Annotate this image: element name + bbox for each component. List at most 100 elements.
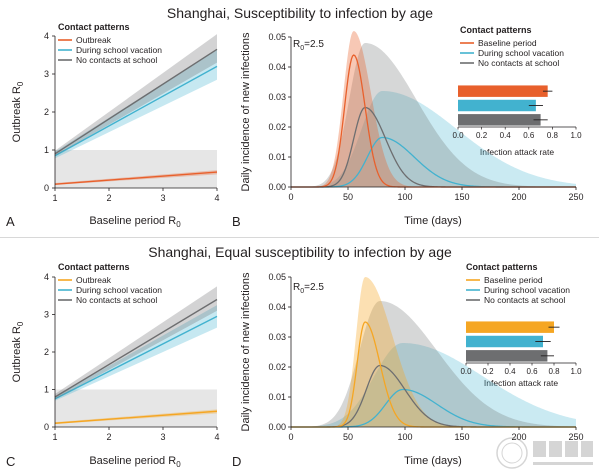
panel-letter-c: C: [6, 454, 15, 469]
y-tick-label: 0.03: [268, 332, 286, 342]
legend-label: Baseline period: [484, 275, 543, 285]
y-tick-label: 0: [44, 422, 49, 432]
legend-title: Contact patterns: [58, 22, 130, 32]
y-tick-label: 0.01: [268, 152, 286, 162]
x-tick-label: 0: [288, 192, 293, 202]
r0-value: =2.5: [304, 39, 324, 50]
ci-band-during-school-vacation: [291, 343, 576, 427]
series-line-during-school-vacation: [54, 65, 218, 157]
r0-symbol: R: [293, 39, 300, 50]
legend-label: No contacts at school: [76, 55, 157, 65]
series-line-outbreak: [54, 171, 218, 185]
y-tick-label: 0.02: [268, 362, 286, 372]
x-tick-label: 200: [511, 432, 526, 442]
inset-x-tick-label: 0.0: [452, 131, 464, 140]
row-divider: [0, 237, 599, 238]
panel-letter-d: D: [232, 454, 241, 469]
inset-x-tick-label: 0.0: [460, 367, 472, 376]
ci-band-no-contacts-at-school: [291, 43, 576, 187]
legend-label: No contacts at school: [76, 295, 157, 305]
x-tick-label: 3: [160, 432, 165, 442]
inset-bar-baseline-period: [466, 321, 554, 333]
xlabel-text: Baseline period R: [89, 455, 176, 467]
inset-x-tick-label: 0.4: [500, 131, 512, 140]
inset-x-tick-label: 0.4: [504, 367, 516, 376]
inset-bar-during-school-vacation: [466, 335, 543, 348]
inset-x-tick-label: 0.6: [526, 367, 538, 376]
ylabel-text: Outbreak R: [11, 326, 23, 382]
y-tick-label: 4: [44, 31, 49, 41]
x-tick-label: 100: [397, 192, 412, 202]
y-tick-label: 0.05: [268, 272, 286, 282]
ci-band-during-school-vacation: [291, 91, 576, 187]
legend-label: Outbreak: [76, 35, 112, 45]
y-tick-label: 0.04: [268, 62, 286, 72]
x-tick-label: 1: [52, 432, 57, 442]
ci-band-during-school-vacation: [55, 49, 217, 159]
plot-panel-b: 0 50 100 150 200 2500.000.010.020.030.040.050…: [268, 31, 584, 202]
inset-x-tick-label: 0.2: [476, 131, 488, 140]
xlabel-text: Baseline period R: [89, 215, 176, 227]
inset-bar-baseline-period: [458, 85, 548, 97]
xlabel-panel-b: Time (days): [404, 215, 462, 227]
legend-label: During school vacation: [76, 285, 162, 295]
ci-band-no-contacts-at-school: [55, 286, 217, 400]
university-seal-icon: [496, 437, 593, 469]
y-tick-label: 3: [44, 310, 49, 320]
xlabel-subscript: 0: [176, 460, 181, 469]
legend-label: Outbreak: [76, 275, 112, 285]
r0-annotation-b: R0=2.5: [293, 39, 324, 52]
inset-x-tick-label: 1.0: [570, 131, 582, 140]
xlabel-subscript: 0: [176, 220, 181, 229]
ci-band-no-contacts-at-school: [55, 34, 217, 156]
r0-annotation-d: R0=2.5: [293, 282, 324, 295]
x-tick-label: 4: [214, 193, 219, 203]
x-tick-label: 200: [511, 192, 526, 202]
series-line-outbreak: [54, 410, 218, 424]
ylabel-text: Outbreak R: [11, 86, 23, 142]
ci-band-baseline-period: [291, 31, 576, 187]
inset-bar-no-contacts-at-school: [458, 114, 541, 126]
x-tick-label: 100: [397, 432, 412, 442]
ci-band-no-contacts-at-school: [291, 301, 576, 427]
inset-xlabel-b: Infection attack rate: [480, 147, 554, 157]
y-tick-label: 0.02: [268, 122, 286, 132]
x-tick-label: 3: [160, 193, 165, 203]
inset-x-tick-label: 0.8: [547, 131, 559, 140]
legend-title: Contact patterns: [460, 25, 532, 35]
legend-label: No contacts at school: [478, 58, 559, 68]
x-tick-label: 2: [106, 432, 111, 442]
y-tick-label: 0: [44, 183, 49, 193]
x-tick-label: 50: [343, 432, 353, 442]
panel-letter-a: A: [6, 214, 15, 229]
series-line-during-school-vacation: [54, 315, 218, 400]
x-tick-label: 1: [52, 193, 57, 203]
legend-panel-b: Contact patterns Baseline period During …: [460, 25, 564, 68]
y-tick-label: 1: [44, 385, 49, 395]
plot-panel-d: 0 50 100 150 200 2500.000.010.020.030.040.050…: [268, 272, 583, 442]
ylabel-subscript: 0: [16, 321, 25, 326]
legend-label: During school vacation: [76, 45, 162, 55]
inset-x-tick-label: 1.0: [570, 367, 582, 376]
y-tick-label: 4: [44, 272, 49, 282]
r0-value: =2.5: [304, 282, 324, 293]
x-tick-label: 2: [106, 193, 111, 203]
y-tick-label: 0.04: [268, 302, 286, 312]
x-tick-label: 150: [454, 192, 469, 202]
legend-label: No contacts at school: [484, 295, 565, 305]
y-tick-label: 0.00: [268, 182, 286, 192]
legend-title: Contact patterns: [466, 262, 538, 272]
inset-bar-during-school-vacation: [458, 99, 536, 112]
y-tick-label: 0.05: [268, 32, 286, 42]
xlabel-panel-a: Baseline period R0: [89, 215, 181, 229]
series-line-no-contacts-at-school: [54, 298, 218, 398]
ci-band-baseline-period: [291, 277, 576, 427]
legend-panel-c: Contact patterns Outbreak During school …: [58, 262, 162, 305]
ylabel-panel-c: Outbreak R0: [11, 321, 25, 382]
inset-bar-no-contacts-at-school: [466, 350, 548, 362]
y-tick-label: 0.01: [268, 392, 286, 402]
r0-symbol: R: [293, 282, 300, 293]
legend-title: Contact patterns: [58, 262, 130, 272]
